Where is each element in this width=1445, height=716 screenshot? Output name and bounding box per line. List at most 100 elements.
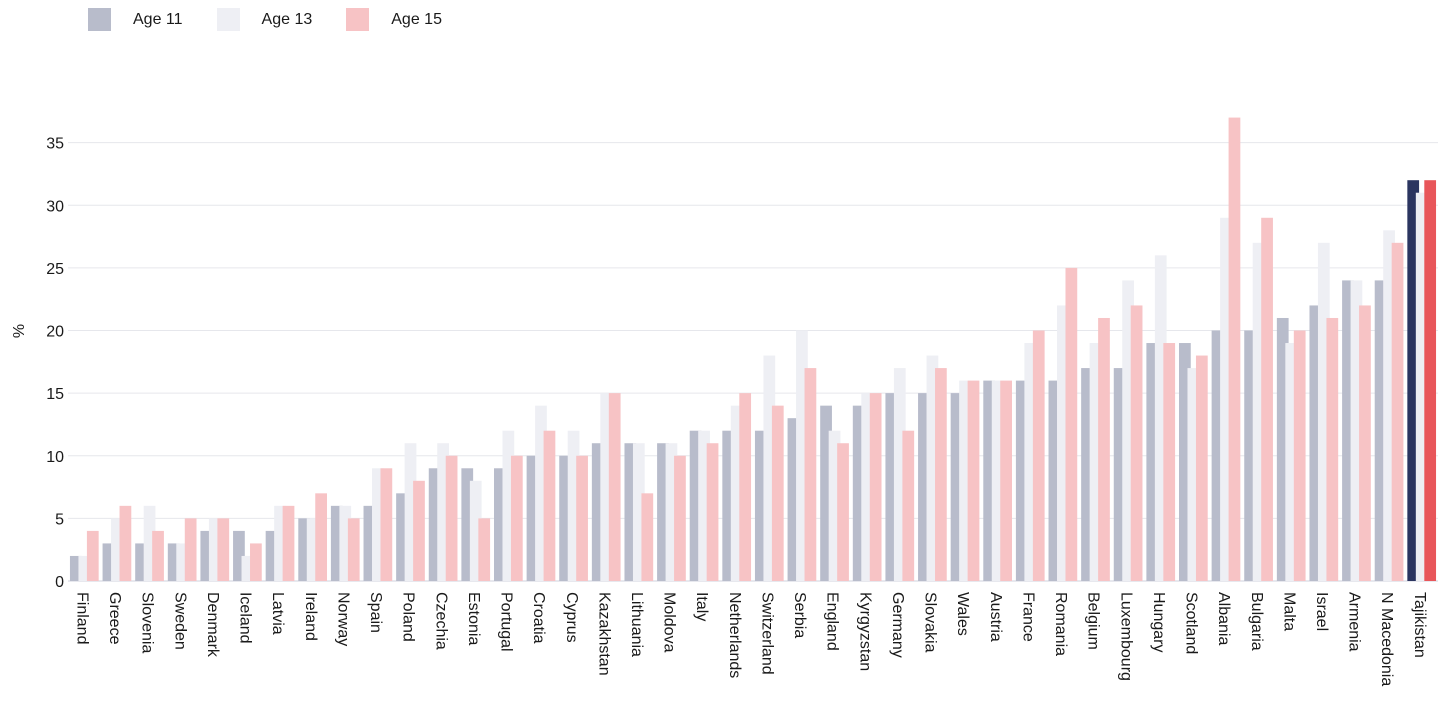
bar [567,430,580,581]
bar [445,455,458,581]
bar [1146,343,1159,581]
legend-swatch [216,8,240,31]
x-tick-label: Germany [889,592,906,658]
bar [143,505,156,581]
x-tick-label: Tajikistan [1411,592,1428,658]
bar [200,530,213,581]
bar [763,355,776,581]
bar [167,543,180,581]
y-tick-label: 10 [46,449,64,466]
bar [608,393,621,581]
x-tick-label: Latvia [269,592,286,635]
y-tick-label: 20 [46,324,64,341]
bar [102,543,115,581]
x-tick-label: Hungary [1150,592,1167,652]
x-tick-label: Austria [987,592,1004,642]
x-tick-label: Israel [1313,592,1330,631]
x-tick-label: Switzerland [758,592,775,675]
bar [380,468,393,581]
bar [837,443,849,581]
legend-swatch [346,8,370,31]
x-tick-label: Norway [334,592,351,646]
x-tick-label: Wales [954,592,971,636]
x-tick-label: Romania [1052,592,1069,656]
bar [372,468,384,581]
bar [983,380,996,581]
bar [543,430,556,581]
x-tick-label: Serbia [791,592,808,638]
x-tick-label: Belgium [1085,592,1102,650]
bar [918,393,930,581]
x-tick-label: Netherlands [726,592,743,678]
bar [624,443,637,581]
bar [135,543,147,581]
bar [730,405,743,581]
bar [413,480,425,581]
x-tick-label: Malta [1280,592,1297,631]
bar [1163,343,1176,581]
x-tick-label: Kazakhstan [595,592,612,676]
legend-item: Age 13 [216,8,313,31]
x-tick-label: Armenia [1346,592,1363,652]
bar [861,393,874,581]
x-tick-label: Croatia [530,592,547,644]
bar [1089,343,1102,581]
bar [1024,343,1037,581]
bar [1244,330,1256,581]
bar [559,455,571,581]
bar [820,405,832,581]
y-axis-label: % [11,324,28,338]
bar [902,430,915,581]
bar [1383,230,1395,582]
bar [274,505,286,581]
bar [991,380,1004,581]
bar [1415,192,1428,581]
legend-label: Age 13 [261,10,313,28]
bar [665,443,678,581]
bar [828,430,841,581]
bar [1211,330,1224,581]
bar [796,330,808,581]
bar [217,518,230,581]
bar [698,430,710,581]
bar [1179,343,1191,581]
bar [396,493,408,581]
x-tick-label: Ireland [302,592,319,641]
bar [1350,280,1363,581]
bar [1317,242,1330,581]
bar [1359,305,1371,581]
bar [461,468,474,581]
bar [184,518,197,581]
x-tick-label: Czechia [432,592,449,650]
bar [428,468,441,581]
x-tick-label: Estonia [465,592,482,645]
bar [1187,368,1200,581]
x-tick-label: Poland [400,592,417,642]
bar [1391,242,1404,581]
x-tick-label: Kyrgyzstan [856,592,873,671]
bar [339,505,352,581]
bar [674,455,686,581]
bar [119,505,132,581]
bar [526,455,539,581]
bar [510,455,523,581]
bar [771,405,784,581]
x-tick-label: England [824,592,841,651]
x-tick-label: N Macedonia [1378,592,1395,686]
x-tick-label: Bulgaria [1248,592,1265,651]
bar [1285,343,1298,581]
bar [502,430,515,581]
bar [78,555,91,581]
bar [722,430,735,581]
bar [535,405,547,581]
bar [787,418,800,581]
bar [69,555,82,581]
bar [1000,380,1012,581]
x-tick-label: Greece [106,592,123,645]
bar [1309,305,1322,581]
bar [950,393,963,581]
x-tick-label: Italy [693,592,710,621]
legend-swatch [88,8,111,31]
bar [1424,180,1437,581]
